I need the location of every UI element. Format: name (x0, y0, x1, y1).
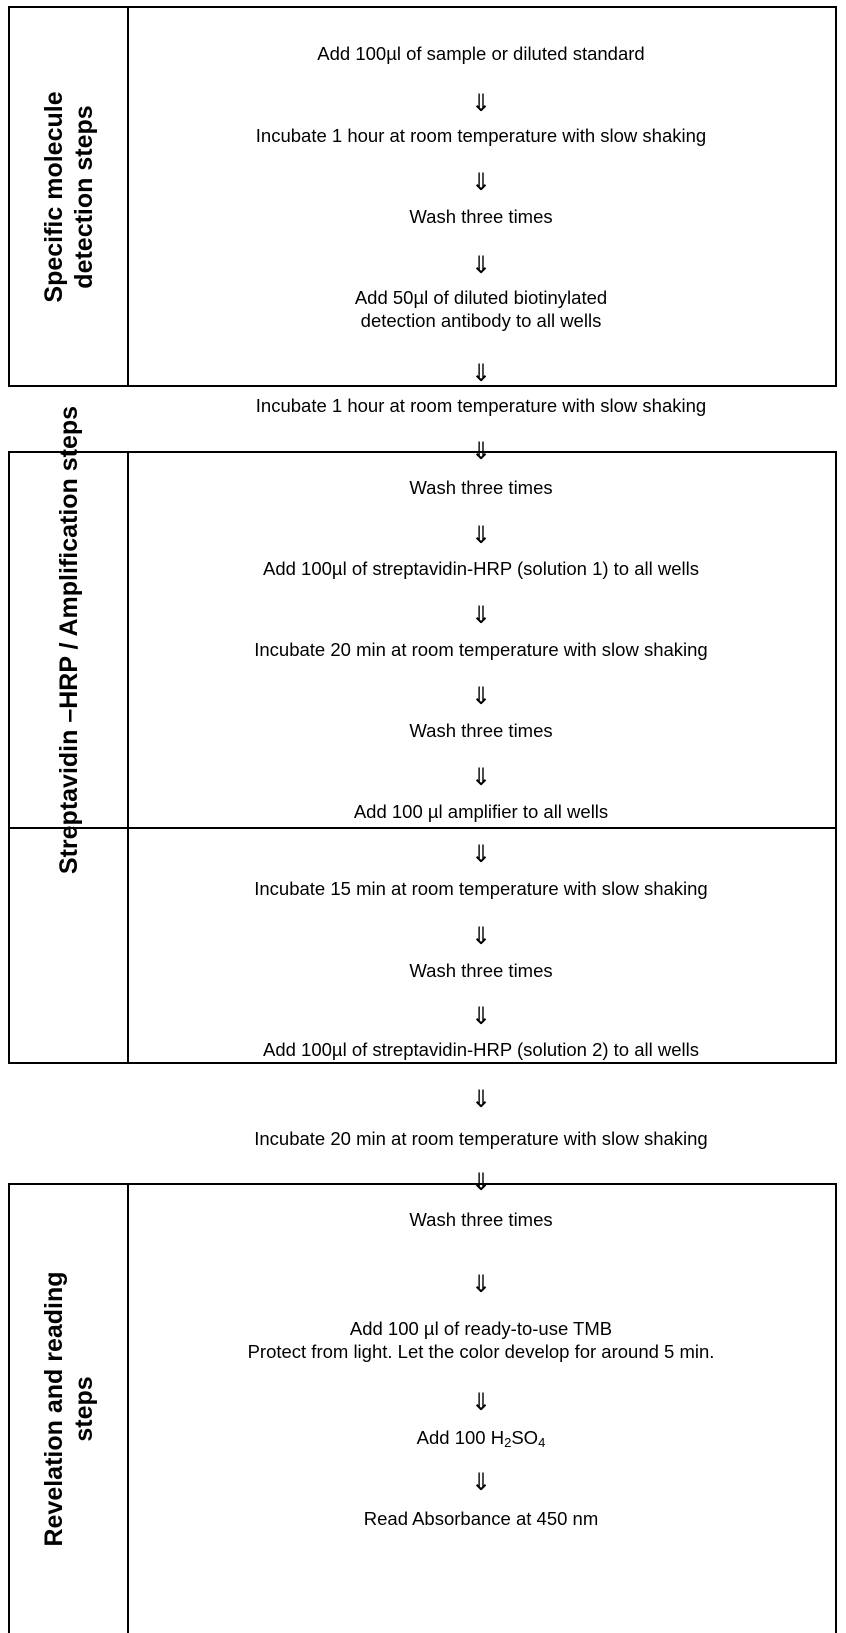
step-text: Add 100µl of sample or diluted standard (317, 43, 645, 64)
step-text: Add 100µl of streptavidin-HRP (solution … (262, 558, 700, 579)
section-label: Streptavidin –HRP / Amplification steps (54, 405, 83, 875)
step-text: Add 50µl of diluted biotinylated (354, 287, 608, 308)
down-arrow-icon: ⇓ (470, 438, 492, 465)
step-text: Wash three times (409, 206, 553, 227)
step-text: Protect from light. Let the color develo… (247, 1341, 715, 1362)
step-text: Wash three times (409, 960, 553, 981)
down-arrow-icon: ⇓ (470, 360, 492, 387)
section-label: Revelation and reading steps (39, 1271, 98, 1547)
down-arrow-icon: ⇓ (470, 841, 492, 868)
section-label-box: Specific molecule detection steps (10, 8, 129, 385)
down-arrow-icon: ⇓ (470, 1086, 492, 1113)
step-text: Add 100 µl of ready-to-use TMB (349, 1318, 613, 1339)
down-arrow-icon: ⇓ (470, 169, 492, 196)
step-text: Wash three times (409, 720, 553, 741)
step-text: Wash three times (409, 477, 553, 498)
down-arrow-icon: ⇓ (470, 252, 492, 279)
section-streptavidin-amplification-lower: ⇓ Incubate 15 min at room temperature wi… (8, 827, 837, 1064)
section-label-box (10, 827, 129, 1062)
section-label-box: Revelation and reading steps (10, 1185, 129, 1633)
section-label-box: Streptavidin –HRP / Amplification steps (10, 406, 129, 874)
down-arrow-icon: ⇓ (470, 683, 492, 710)
step-text: Incubate 20 min at room temperature with… (254, 639, 708, 660)
down-arrow-icon: ⇓ (470, 602, 492, 629)
section-specific-molecule-detection: Specific molecule detection steps Add 10… (8, 6, 837, 387)
formula-text: Add 100 H2SO4 (416, 1427, 546, 1450)
step-text: detection antibody to all wells (360, 310, 602, 331)
section-revelation-reading: Revelation and reading steps ⇓ Wash thre… (8, 1171, 837, 1633)
step-text: Incubate 15 min at room temperature with… (254, 878, 708, 899)
down-arrow-icon: ⇓ (470, 90, 492, 117)
down-arrow-icon: ⇓ (470, 1389, 492, 1416)
down-arrow-icon: ⇓ (470, 1169, 492, 1196)
down-arrow-icon: ⇓ (470, 1469, 492, 1496)
step-text: Incubate 20 min at room temperature with… (254, 1128, 708, 1149)
step-text: Add 100µl of streptavidin-HRP (solution … (262, 1039, 700, 1060)
down-arrow-icon: ⇓ (470, 1003, 492, 1030)
down-arrow-icon: ⇓ (470, 1271, 492, 1298)
step-text: Read Absorbance at 450 nm (363, 1508, 599, 1529)
step-text: Wash three times (409, 1209, 553, 1230)
down-arrow-icon: ⇓ (470, 923, 492, 950)
step-text: Incubate 1 hour at room temperature with… (255, 125, 707, 146)
section-streptavidin-amplification: Streptavidin –HRP / Amplification steps … (8, 406, 837, 874)
step-text: Add 100 µl amplifier to all wells (353, 801, 609, 822)
step-text: Incubate 1 hour at room temperature with… (255, 395, 707, 416)
section-label: Specific molecule detection steps (39, 90, 98, 303)
down-arrow-icon: ⇓ (470, 522, 492, 549)
down-arrow-icon: ⇓ (470, 764, 492, 791)
